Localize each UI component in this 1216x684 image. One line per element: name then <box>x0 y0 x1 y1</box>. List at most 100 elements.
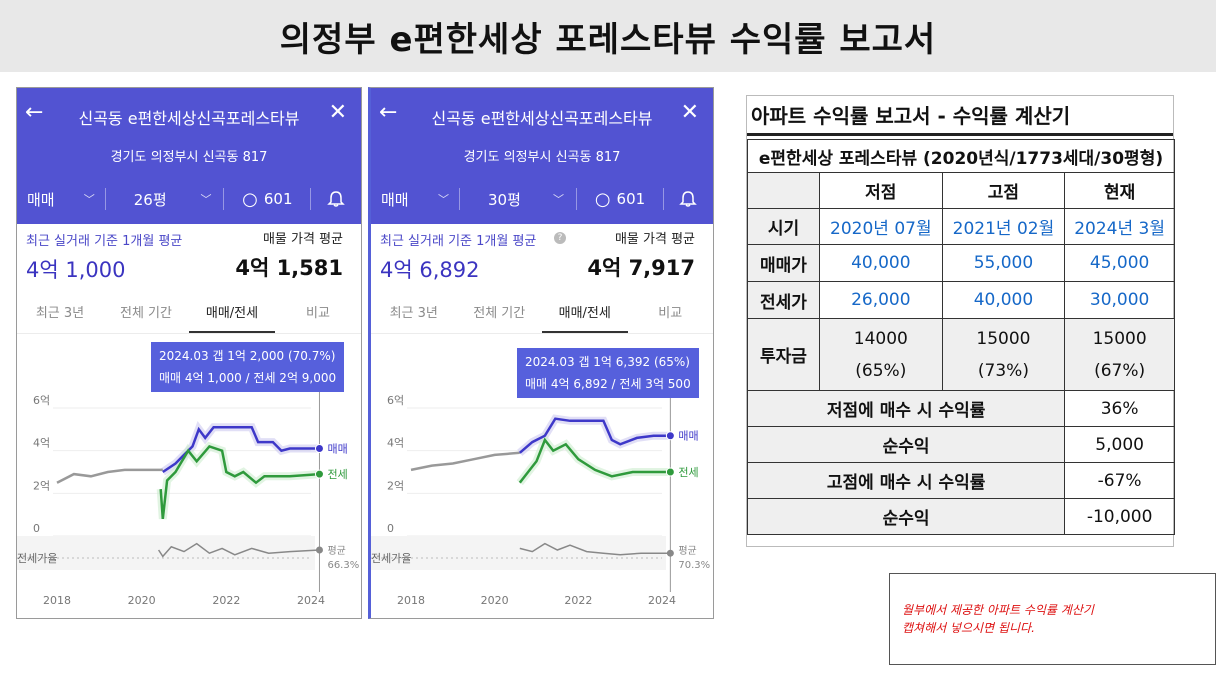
jeonse-price-line <box>518 437 671 484</box>
row-label-jeonse: 전세가 <box>747 281 820 319</box>
y-tick-label: 4억 <box>33 437 50 450</box>
tab-recent-3y[interactable]: 최근 3년 <box>35 306 85 321</box>
y-tick-label: 4억 <box>387 437 404 450</box>
actual-price-value: 4억 1,000 <box>26 258 126 282</box>
listing-price-value: 4억 1,581 <box>235 256 343 280</box>
actual-price-value: 4억 6,892 <box>380 258 480 282</box>
x-tick-label: 2024 <box>297 594 325 607</box>
investment-ratio: (73%) <box>977 360 1029 381</box>
bell-icon[interactable] <box>664 184 712 214</box>
ratio-avg-value: 70.3% <box>678 560 710 571</box>
jeonse-ratio-line <box>157 542 320 558</box>
jeonse-ratio-line <box>519 542 671 556</box>
listing-price-value: 4억 7,917 <box>587 256 695 280</box>
comment-bubble-icon: ○ <box>594 188 611 210</box>
deal-type-label: 매매 <box>27 190 55 209</box>
result-value: 36% <box>1064 390 1175 427</box>
back-arrow-icon[interactable]: ← <box>25 100 44 125</box>
ratio-point <box>666 549 674 557</box>
deal-type-select[interactable]: 매매 ﹀ <box>371 184 459 214</box>
complex-address: 경기도 의정부시 신곡동 817 <box>463 150 621 165</box>
cell-value: 2021년 02월 <box>941 208 1066 245</box>
sale-point <box>665 431 675 441</box>
complex-address: 경기도 의정부시 신곡동 817 <box>110 150 268 165</box>
jeonse-series-label: 전세 <box>327 468 347 481</box>
comments-button[interactable]: ○ 601 <box>577 184 663 214</box>
cell-value: 30,000 <box>1064 281 1175 319</box>
tab-compare[interactable]: 비교 <box>658 306 683 321</box>
y-tick-label: 2억 <box>387 479 404 492</box>
jeonse-price-line <box>159 444 320 520</box>
result-value: 5,000 <box>1064 426 1175 463</box>
row-label-sale: 매매가 <box>747 244 820 282</box>
filter-bar: 매매 ﹀ 26평 ﹀ ○ 601 <box>17 184 361 214</box>
report-title: 의정부 e편한세상 포레스타뷰 수익률 보고서 <box>279 19 937 60</box>
close-icon[interactable]: ✕ <box>680 100 699 125</box>
divider <box>459 188 460 210</box>
comment-count: 601 <box>263 190 293 208</box>
size-select[interactable]: 26평 ﹀ <box>106 184 224 214</box>
listing-price-label: 매물 가격 평균 <box>262 232 343 247</box>
tab-recent-3y[interactable]: 최근 3년 <box>389 306 438 321</box>
sale-price-line <box>518 417 671 454</box>
pre-construction-line <box>410 451 520 472</box>
yield-calculator: 아파트 수익률 보고서 - 수익률 계산기 e편한세상 포레스타뷰 (2020년… <box>746 95 1175 547</box>
tab-sale-jeonse[interactable]: 매매/전세 <box>542 294 628 333</box>
comment-count: 601 <box>616 190 646 208</box>
report-title-bar: 의정부 e편한세상 포레스타뷰 수익률 보고서 <box>0 0 1216 72</box>
tooltip-gap: 2024.03 갭 1억 2,000 (70.7%) <box>159 349 336 363</box>
y-tick-label: 0 <box>387 522 394 535</box>
chevron-down-icon: ﹀ <box>438 193 449 206</box>
bell-icon[interactable] <box>311 184 361 214</box>
tab-compare[interactable]: 비교 <box>306 306 330 321</box>
result-label: 순수익 <box>746 426 1066 463</box>
tab-all-period[interactable]: 전체 기간 <box>120 306 172 321</box>
y-tick-label: 0 <box>33 522 40 535</box>
y-tick-label: 6억 <box>387 394 404 407</box>
ratio-avg-value: 66.3% <box>327 560 359 571</box>
cell-value: 40,000 <box>941 281 1066 319</box>
jeonse-point <box>665 467 675 477</box>
chart-tooltip: 2024.03 갭 1억 2,000 (70.7%) 매매 4억 1,000 /… <box>151 342 345 392</box>
sale-series-label: 매매 <box>327 443 347 456</box>
ratio-label: 전세가율 <box>371 552 411 565</box>
cell-value: 26,000 <box>819 281 943 319</box>
investment-cell: 15000 (67%) <box>1064 318 1175 391</box>
jeonse-series-label: 전세 <box>678 466 698 479</box>
deal-type-label: 매매 <box>381 190 409 209</box>
close-icon[interactable]: ✕ <box>328 100 347 125</box>
y-tick-label: 2억 <box>33 479 50 492</box>
sale-series-label: 매매 <box>678 430 698 443</box>
info-icon[interactable]: ? <box>554 232 566 244</box>
back-arrow-icon[interactable]: ← <box>379 100 398 125</box>
x-tick-label: 2018 <box>397 594 425 607</box>
tab-all-period[interactable]: 전체 기간 <box>473 306 526 321</box>
ratio-avg-label: 평균 <box>678 545 696 557</box>
row-label-investment: 투자금 <box>747 318 820 391</box>
divider <box>223 188 225 210</box>
actual-price-label: 최근 실거래 기준 1개월 평균 <box>26 234 183 249</box>
result-label: 저점에 매수 시 수익률 <box>746 390 1066 427</box>
size-label: 30평 <box>488 190 521 209</box>
comments-button[interactable]: ○ 601 <box>224 184 310 214</box>
ratio-label: 전세가율 <box>17 552 57 565</box>
header-low: 저점 <box>819 172 943 209</box>
deal-type-select[interactable]: 매매 ﹀ <box>17 184 105 214</box>
actual-price-label: 최근 실거래 기준 1개월 평균 <box>380 234 537 249</box>
cell-value: 45,000 <box>1064 244 1175 282</box>
jeonse-point <box>314 469 324 479</box>
chevron-down-icon: ﹀ <box>553 193 564 206</box>
complex-name: 신곡동 e편한세상신곡포레스타뷰 <box>78 109 300 128</box>
size-select[interactable]: 30평 ﹀ <box>460 184 576 214</box>
chart-tabs: 최근 3년 전체 기간 매매/전세 비교 <box>371 294 713 334</box>
price-chart-area: 6억 4억 2억 0 전세가율 2018 2020 2022 2024 매매 전세 평균 70.3% 2… <box>371 334 714 619</box>
divider <box>310 188 312 210</box>
tooltip-prices: 매매 4억 1,000 / 전세 2억 9,000 <box>159 371 337 385</box>
tab-sale-jeonse[interactable]: 매매/전세 <box>189 294 275 333</box>
header-high: 고점 <box>941 172 1066 209</box>
divider <box>576 188 577 210</box>
divider <box>104 188 106 210</box>
chart-tooltip: 2024.03 갭 1억 6,392 (65%) 매매 4억 6,892 / 전… <box>517 348 699 398</box>
